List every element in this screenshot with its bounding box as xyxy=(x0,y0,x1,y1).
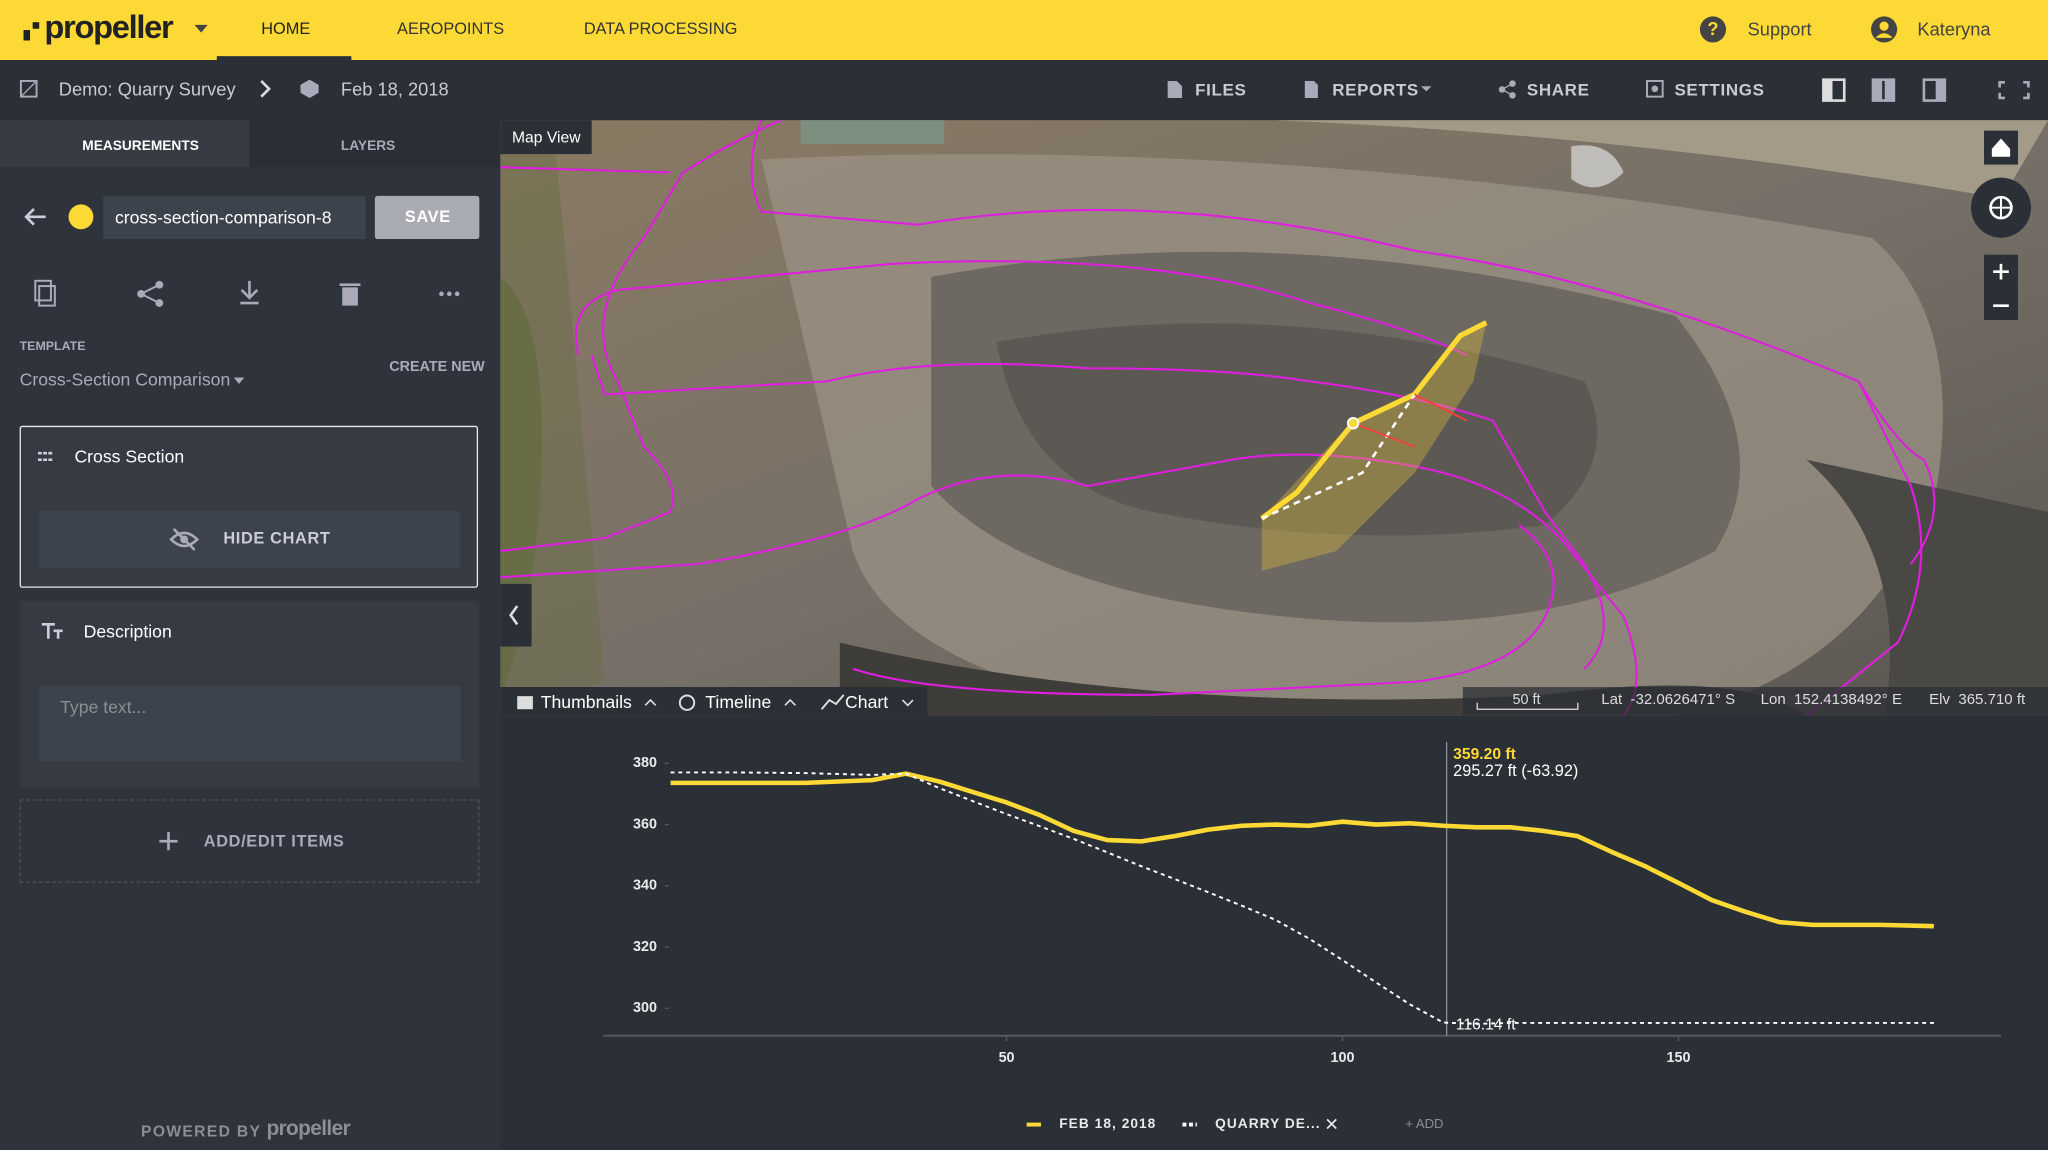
reports-icon[interactable] xyxy=(1304,80,1320,100)
support-icon[interactable]: ? xyxy=(1699,16,1727,43)
hide-chart-label: HIDE CHART xyxy=(223,528,331,548)
y-tick-label: 380 xyxy=(633,755,657,771)
cross-section-icon xyxy=(37,451,54,462)
share-button[interactable]: SHARE xyxy=(1526,79,1590,100)
tab-layers-bg[interactable] xyxy=(249,120,501,168)
template-label: TEMPLATE xyxy=(19,339,86,354)
map-view[interactable] xyxy=(500,120,2048,716)
y-tick-label: 340 xyxy=(633,878,657,894)
reports-caret[interactable] xyxy=(1420,85,1433,93)
cursor-value: 359.20 ft xyxy=(1453,746,1516,763)
x-tick-label: 100 xyxy=(1331,1050,1355,1066)
cursor-distance: 116.14 ft xyxy=(1456,1016,1516,1033)
timeline-tab[interactable]: Timeline xyxy=(705,692,772,712)
add-icon xyxy=(159,831,178,851)
tab-measurements-bg[interactable] xyxy=(0,120,250,168)
reports-button[interactable]: REPORTS xyxy=(1332,79,1419,100)
nav-data-processing[interactable]: DATA PROCESSING xyxy=(583,19,738,38)
x-tick-label: 150 xyxy=(1666,1050,1690,1066)
files-icon[interactable] xyxy=(1166,80,1183,100)
tab-layers[interactable]: LAYERS xyxy=(340,138,396,155)
template-select[interactable]: Cross-Section Comparison xyxy=(19,369,231,390)
settings-icon[interactable] xyxy=(1646,79,1664,98)
hide-chart-icon xyxy=(169,528,200,551)
share-icon[interactable] xyxy=(1498,80,1516,100)
map-lon: Lon 152.4138492° E xyxy=(1760,692,1902,708)
create-new[interactable]: CREATE NEW xyxy=(389,359,485,375)
breadcrumb-chevron xyxy=(260,80,271,98)
user-icon[interactable] xyxy=(1870,16,1898,43)
powered-by: POWERED BY xyxy=(141,1121,262,1141)
description-input[interactable] xyxy=(39,685,462,762)
survey-icon xyxy=(300,79,319,98)
thumbnails-tab[interactable]: Thumbnails xyxy=(540,692,632,712)
action-icons[interactable] xyxy=(34,278,478,309)
map-elv: Elv 365.710 ft xyxy=(1929,692,2026,708)
color-swatch[interactable] xyxy=(68,204,94,230)
legend-label[interactable]: QUARRY DE... xyxy=(1215,1116,1320,1131)
project-name[interactable]: Demo: Quarry Survey xyxy=(58,78,236,100)
active-underline xyxy=(216,56,352,61)
user-name[interactable]: Kateryna xyxy=(1917,18,1991,40)
back-arrow[interactable] xyxy=(22,206,48,227)
y-tick-label: 320 xyxy=(633,939,657,955)
cursor-design: 295.27 ft (-63.92) xyxy=(1453,762,1578,780)
tab-measurements[interactable]: MEASUREMENTS xyxy=(82,138,199,155)
settings-button[interactable]: SETTINGS xyxy=(1674,79,1765,100)
powered-logo: propeller xyxy=(266,1118,350,1141)
series-line xyxy=(670,771,1934,929)
name-input[interactable] xyxy=(103,195,366,240)
layout-controls[interactable] xyxy=(1822,77,2031,103)
legend-label[interactable]: FEB 18, 2018 xyxy=(1059,1116,1156,1131)
y-tick-label: 360 xyxy=(633,816,657,832)
legend-add[interactable]: + ADD xyxy=(1405,1116,1443,1131)
y-tick-label: 300 xyxy=(633,1000,657,1016)
map-view-label: Map View xyxy=(511,127,581,147)
logo-caret[interactable] xyxy=(194,24,208,34)
template-caret[interactable] xyxy=(233,377,245,384)
toolbar xyxy=(0,60,2048,121)
x-tick-label: 50 xyxy=(999,1050,1015,1066)
nav-aeropoints[interactable]: AEROPOINTS xyxy=(397,19,505,38)
name-input-value: cross-section-comparison-8 xyxy=(114,207,332,228)
map-lat: Lat -32.0626471° S xyxy=(1601,692,1736,708)
survey-date[interactable]: Feb 18, 2018 xyxy=(340,78,449,100)
legend-remove[interactable] xyxy=(1326,1118,1337,1130)
add-items-label: ADD/EDIT ITEMS xyxy=(203,831,345,851)
files-button[interactable]: FILES xyxy=(1195,79,1247,100)
project-icon[interactable] xyxy=(19,79,38,98)
logo-mark xyxy=(23,22,40,41)
description-title: Description xyxy=(83,621,172,642)
description-placeholder: Type text... xyxy=(60,697,147,718)
logo[interactable]: propeller xyxy=(44,9,173,46)
hide-chart-button[interactable] xyxy=(39,510,460,569)
series-line xyxy=(670,771,1934,1025)
svg-text:?: ? xyxy=(1707,18,1718,39)
cross-section-title: Cross Section xyxy=(74,446,185,467)
nav-home[interactable]: HOME xyxy=(261,19,311,38)
chart-tab[interactable]: Chart xyxy=(845,692,889,712)
save-label: SAVE xyxy=(404,207,451,226)
save-button[interactable] xyxy=(374,195,480,240)
map-scale: 50 ft xyxy=(1512,692,1541,708)
support[interactable]: Support xyxy=(1747,18,1812,40)
add-items-box[interactable] xyxy=(19,799,480,883)
text-icon xyxy=(41,623,63,639)
